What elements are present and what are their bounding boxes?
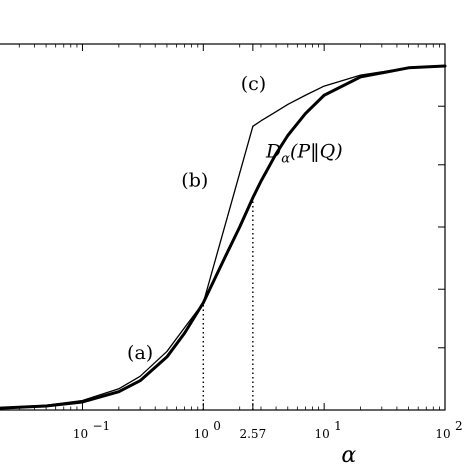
- x-tick-exponent-0: −1: [92, 419, 110, 433]
- x-tick-label-2: 2.57: [239, 427, 266, 441]
- axis-ticks: [18, 44, 446, 410]
- x-tick-exponent-4: 2: [455, 419, 463, 433]
- x-tick-exponent-3: 1: [334, 419, 342, 433]
- x-tick-label-3: 10: [315, 427, 330, 441]
- x-tick-exponent-1: 0: [213, 419, 221, 433]
- series-lines: [0, 64, 447, 410]
- x-tick-label-0: 10: [73, 427, 88, 441]
- annotations: (a) (b) (c) Dα(P‖Q): [127, 73, 343, 364]
- x-axis-label: α: [341, 443, 356, 468]
- annotation-1: (b): [181, 170, 208, 192]
- series-line-3: [252, 65, 446, 127]
- x-tick-label-4: 10: [435, 427, 450, 441]
- series-line-1: [0, 302, 204, 409]
- annotation-divergence-label: Dα(P‖Q): [265, 140, 343, 166]
- plot-frame: [0, 43, 446, 411]
- annotation-2: (c): [241, 73, 266, 95]
- annotation-0: (a): [127, 342, 153, 364]
- series-line-2: [202, 125, 254, 304]
- plot-border: [0, 43, 446, 411]
- x-tick-label-1: 10: [194, 427, 209, 441]
- reference-lines: [202, 197, 254, 410]
- series-line-0: [0, 64, 447, 410]
- tick-labels: 10 −1 10 0 2.57 10 1 10 2: [73, 419, 463, 441]
